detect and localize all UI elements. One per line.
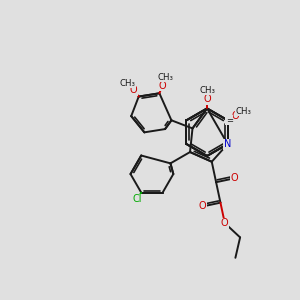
Text: CH₃: CH₃ [120, 79, 136, 88]
Text: Cl: Cl [133, 194, 142, 204]
Text: =: = [226, 116, 232, 125]
Text: CH₃: CH₃ [236, 107, 251, 116]
Text: O: O [130, 85, 137, 95]
Text: O: O [199, 202, 206, 212]
Text: N: N [224, 139, 231, 149]
Text: CH₃: CH₃ [199, 86, 215, 95]
Text: O: O [221, 218, 229, 228]
Text: CH₃: CH₃ [158, 73, 173, 82]
Text: O: O [158, 81, 166, 91]
Text: O: O [203, 94, 211, 104]
Text: O: O [230, 173, 238, 183]
Text: O: O [232, 111, 239, 121]
